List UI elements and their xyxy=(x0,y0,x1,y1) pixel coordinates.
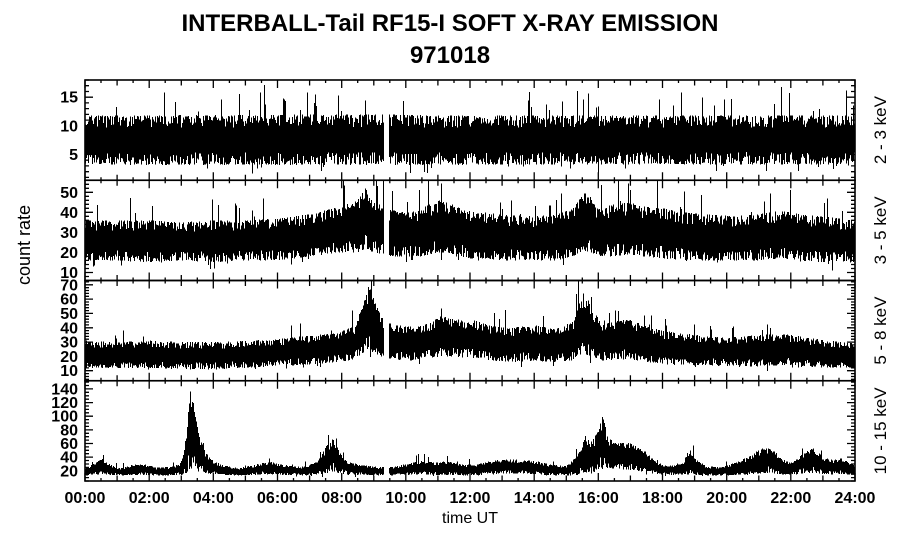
chart-subtitle: 971018 xyxy=(410,42,490,69)
panel-energy-label-0: 2 - 3 keV xyxy=(871,95,890,164)
panel-energy-label-1: 3 - 5 keV xyxy=(871,196,890,265)
panel-ticks-0 xyxy=(84,79,856,181)
y-tick-label: 50 xyxy=(60,185,78,202)
panel-3-5keV: 10 20 30 40 50 3 - 5 keV xyxy=(60,179,890,282)
y-tick-label: 40 xyxy=(60,450,78,467)
y-tick-label: 15 xyxy=(60,90,78,107)
panel-energy-label-3: 10 - 15 keV xyxy=(871,387,890,475)
x-tick-label: 02:00 xyxy=(129,490,170,507)
y-tick-label: 20 xyxy=(60,463,78,480)
x-tick-label: 00:00 xyxy=(65,490,106,507)
y-tick-label: 10 xyxy=(60,118,78,135)
panel-data-trace-3 xyxy=(84,391,856,478)
x-tick-label: 16:00 xyxy=(578,490,619,507)
panel-data-trace-0 xyxy=(84,85,856,174)
x-axis-label: time UT xyxy=(442,510,498,527)
panel-2-3keV: 5 10 15 2 - 3 keV xyxy=(60,79,890,182)
y-tick-label: 30 xyxy=(60,225,78,242)
y-tick-label: 20 xyxy=(60,245,78,262)
panel-data-trace-1 xyxy=(84,180,856,271)
x-tick-label: 20:00 xyxy=(706,490,747,507)
y-tick-label: 10 xyxy=(60,363,78,380)
y-tick-label: 100 xyxy=(51,409,78,426)
x-tick-label: 08:00 xyxy=(321,490,362,507)
panel-data-trace-2 xyxy=(84,280,856,371)
y-tick-label: 40 xyxy=(60,320,78,337)
x-tick-label: 14:00 xyxy=(514,490,555,507)
x-tick-label: 22:00 xyxy=(770,490,811,507)
y-tick-label: 10 xyxy=(60,265,78,282)
y-tick-label: 5 xyxy=(69,147,78,164)
panel-energy-label-2: 5 - 8 keV xyxy=(871,296,890,365)
y-axis-label: count rate xyxy=(14,205,34,285)
x-tick-label: 06:00 xyxy=(257,490,298,507)
y-tick-label: 40 xyxy=(60,205,78,222)
y-tick-label: 60 xyxy=(60,292,78,309)
chart-title: INTERBALL-Tail RF15-I SOFT X-RAY EMISSIO… xyxy=(182,10,719,37)
y-tick-label: 140 xyxy=(51,381,78,398)
y-tick-label: 50 xyxy=(60,306,78,323)
y-tick-label: 30 xyxy=(60,335,78,352)
panel-ticks-1 xyxy=(84,179,856,282)
x-tick-label: 04:00 xyxy=(193,490,234,507)
y-tick-label: 20 xyxy=(60,349,78,366)
y-tick-label: 70 xyxy=(60,277,78,294)
x-tick-label: 24:00 xyxy=(835,490,876,507)
y-tick-label: 120 xyxy=(51,395,78,412)
x-tick-label: 10:00 xyxy=(385,490,426,507)
y-tick-label: 60 xyxy=(60,436,78,453)
panel-ticks-3 xyxy=(84,380,856,482)
x-tick-label: 18:00 xyxy=(642,490,683,507)
panel-ticks-2 xyxy=(84,280,856,381)
y-tick-label: 80 xyxy=(60,422,78,439)
x-tick-label: 12:00 xyxy=(450,490,491,507)
